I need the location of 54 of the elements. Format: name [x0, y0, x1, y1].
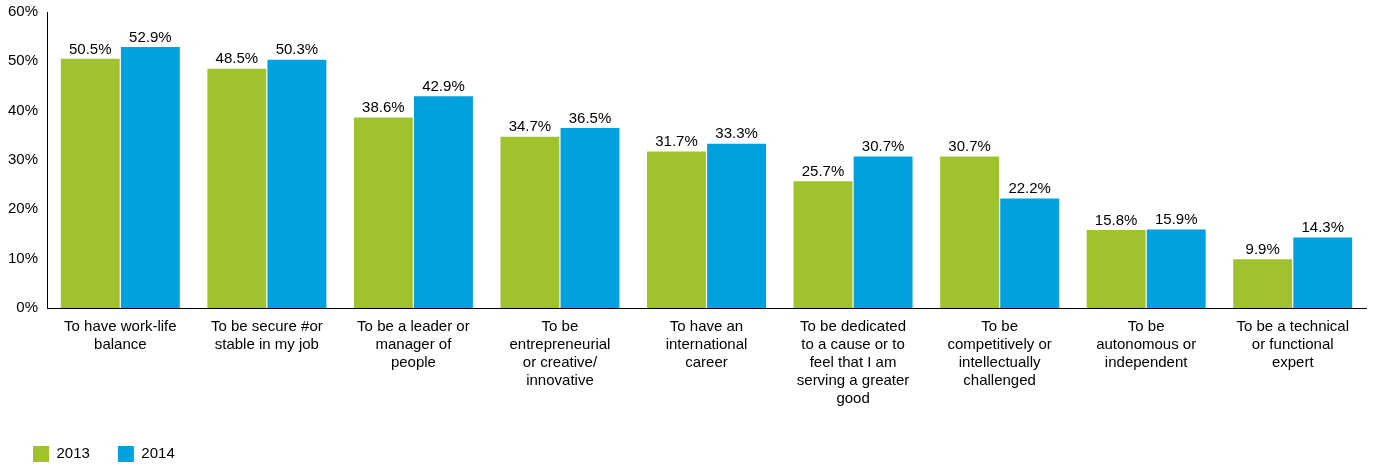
legend-label: 2014 [141, 444, 175, 462]
bar [1146, 229, 1206, 308]
bar [1000, 198, 1060, 308]
y-tick-label: 50% [7, 51, 39, 69]
bar [500, 136, 560, 308]
x-tick-label: To be autonomous or independent [1096, 317, 1197, 371]
bar [707, 143, 766, 308]
bar [353, 117, 413, 308]
bar [1293, 237, 1353, 308]
data-label: 9.9% [1245, 239, 1280, 257]
data-label: 15.9% [1154, 210, 1198, 228]
bar [1086, 230, 1146, 308]
data-label: 34.7% [508, 117, 552, 135]
y-tick-label: 10% [7, 248, 39, 266]
data-label: 30.7% [948, 137, 991, 155]
data-label: 52.9% [129, 27, 172, 45]
bar [647, 151, 706, 308]
data-label: 22.2% [1008, 179, 1051, 197]
x-tick-label: To have work-life balance [64, 317, 177, 353]
y-tick-label: 60% [7, 2, 39, 20]
x-tick-label: To be entrepreneurial or creative/ innovative [509, 317, 611, 389]
bar [853, 156, 913, 308]
data-label: 38.6% [362, 98, 405, 116]
bar [793, 181, 853, 308]
data-label: 25.7% [801, 161, 845, 179]
data-label: 42.9% [422, 77, 465, 94]
data-label: 15.8% [1094, 210, 1138, 228]
x-tick-label: To be competitively or intellectually challenged [947, 317, 1052, 389]
bar [207, 68, 267, 308]
data-label: 50.5% [68, 39, 112, 57]
bar [414, 96, 473, 308]
y-tick-label: 30% [7, 150, 39, 168]
y-tick-label: 0% [16, 298, 39, 316]
data-label: 33.3% [715, 124, 758, 142]
x-tick-label: To be a leader or manager of people [357, 317, 470, 371]
data-label: 31.7% [655, 132, 698, 150]
bar [120, 47, 180, 308]
data-label: 14.3% [1301, 218, 1345, 236]
data-label: 50.3% [275, 40, 319, 58]
bar [267, 59, 327, 308]
bar [60, 58, 120, 308]
bar [940, 156, 1000, 308]
data-label: 48.5% [215, 49, 259, 67]
x-tick-label: To be secure #or stable in my job [210, 317, 323, 353]
x-tick-label: To be a technical or functional expert [1236, 317, 1350, 371]
legend-label: 2013 [56, 444, 90, 462]
bar [1233, 259, 1293, 308]
x-tick-label: To be dedicated to a cause or to feel that I am serving a greater good [796, 317, 910, 407]
data-label: 36.5% [568, 108, 612, 126]
bar [560, 127, 620, 308]
x-tick-label: To have an international career [665, 317, 748, 371]
y-tick-label: 40% [7, 100, 39, 118]
y-tick-label: 20% [7, 199, 39, 217]
data-label: 30.7% [861, 137, 905, 155]
